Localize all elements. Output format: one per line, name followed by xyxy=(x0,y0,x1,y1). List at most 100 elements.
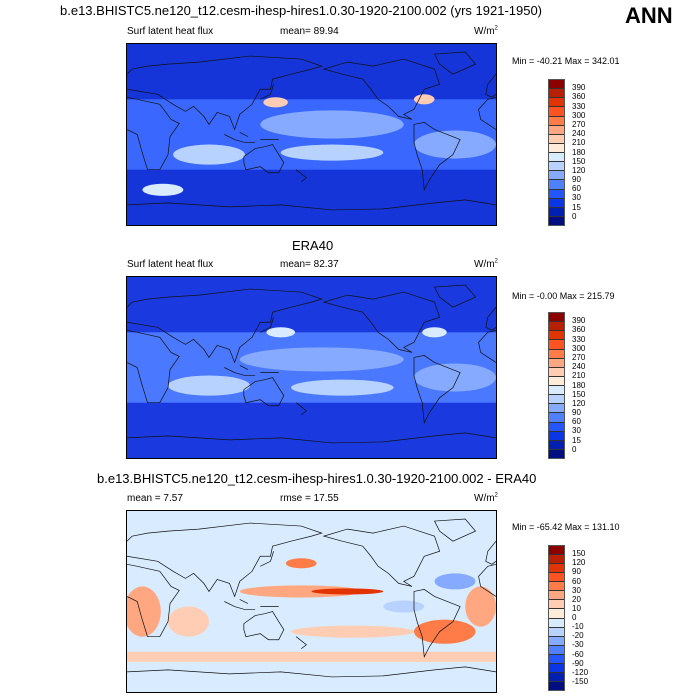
colorbar-box xyxy=(549,645,564,655)
colorbar-box xyxy=(549,591,564,601)
colorbar-label: 240 xyxy=(572,362,586,372)
colorbar-label: 330 xyxy=(572,334,586,344)
colorbar-box xyxy=(549,600,564,610)
colorbar-label: -120 xyxy=(572,667,589,677)
units-exponent: 2 xyxy=(494,492,498,499)
colorbar-label: 150 xyxy=(572,156,586,166)
units-exponent: 2 xyxy=(494,25,498,32)
colorbar-box xyxy=(549,89,564,99)
units-text: W/m xyxy=(474,493,495,504)
colorbar-label: 0 xyxy=(572,211,577,221)
colorbar-label: 270 xyxy=(572,119,586,129)
panel1-mean: mean= 89.94 xyxy=(280,26,339,37)
colorbar-label: 120 xyxy=(572,165,586,175)
colorbar-box xyxy=(549,440,564,450)
colorbar-label: 60 xyxy=(572,184,581,194)
colorbar-box xyxy=(549,636,564,646)
colorbar-box xyxy=(549,413,564,423)
colorbar-box xyxy=(549,386,564,396)
colorbar-box xyxy=(549,672,564,682)
colorbar-label: 150 xyxy=(572,549,586,559)
colorbar-label: 90 xyxy=(572,175,581,185)
colorbar-label: 210 xyxy=(572,371,586,381)
panel2-units: W/m2 xyxy=(474,259,498,271)
colorbar-box xyxy=(549,376,564,386)
colorbar-label: 300 xyxy=(572,343,586,353)
panel3-map xyxy=(126,510,497,693)
colorbar-box xyxy=(549,125,564,135)
colorbar-box xyxy=(549,422,564,432)
colorbar-label: 60 xyxy=(572,576,581,586)
colorbar-label: 330 xyxy=(572,101,586,111)
colorbar-box xyxy=(549,618,564,628)
units-text: W/m xyxy=(474,259,495,270)
colorbar-box xyxy=(549,431,564,441)
colorbar-box xyxy=(549,564,564,574)
colorbar-label: 120 xyxy=(572,398,586,408)
colorbar-box xyxy=(549,207,564,217)
colorbar-box xyxy=(549,162,564,172)
units-exponent: 2 xyxy=(494,258,498,265)
colorbar-box xyxy=(549,143,564,153)
panel3-units: W/m2 xyxy=(474,493,498,505)
panel3-minmax: Min = -65.42 Max = 131.10 xyxy=(512,522,620,532)
main-title: b.e13.BHISTC5.ne120_t12.cesm-ihesp-hires… xyxy=(60,3,543,18)
colorbar-label: 150 xyxy=(572,389,586,399)
colorbar-box xyxy=(549,681,564,690)
colorbar-box xyxy=(549,331,564,341)
panel1-units: W/m2 xyxy=(474,26,498,38)
colorbar-box xyxy=(549,98,564,108)
panel1-colorbar xyxy=(548,79,565,226)
colorbar-label: 360 xyxy=(572,325,586,335)
panel2-variable: Surf latent heat flux xyxy=(127,259,214,270)
panel3-colorbar xyxy=(548,545,565,691)
colorbar-box xyxy=(549,198,564,208)
colorbar-box xyxy=(549,654,564,664)
colorbar-box xyxy=(549,349,564,359)
panel2-title: ERA40 xyxy=(292,238,334,253)
colorbar-box xyxy=(549,153,564,163)
colorbar-label: 360 xyxy=(572,92,586,102)
panel2-map xyxy=(126,276,497,459)
units-text: W/m xyxy=(474,26,495,37)
colorbar-label: 30 xyxy=(572,193,581,203)
colorbar-label: 270 xyxy=(572,352,586,362)
colorbar-label: 390 xyxy=(572,83,586,93)
colorbar-label: 300 xyxy=(572,110,586,120)
colorbar-box xyxy=(549,404,564,414)
panel3-title: b.e13.BHISTC5.ne120_t12.cesm-ihesp-hires… xyxy=(97,471,537,486)
colorbar-box xyxy=(549,189,564,199)
colorbar-box xyxy=(549,449,564,458)
colorbar-box xyxy=(549,627,564,637)
colorbar-label: 0 xyxy=(572,444,577,454)
colorbar-box xyxy=(549,546,564,556)
colorbar-label: 60 xyxy=(572,417,581,427)
colorbar-label: -150 xyxy=(572,676,589,686)
colorbar-box xyxy=(549,171,564,181)
colorbar-box xyxy=(549,555,564,565)
colorbar-box xyxy=(549,80,564,90)
panel2-colorbar xyxy=(548,312,565,459)
colorbar-label: 90 xyxy=(572,408,581,418)
colorbar-label: 15 xyxy=(572,435,581,445)
colorbar-box xyxy=(549,582,564,592)
colorbar-label: -10 xyxy=(572,622,584,632)
colorbar-box xyxy=(549,663,564,673)
colorbar-box xyxy=(549,313,564,323)
colorbar-box xyxy=(549,116,564,126)
colorbar-box xyxy=(549,358,564,368)
colorbar-label: 30 xyxy=(572,585,581,595)
panel1-minmax: Min = -40.21 Max = 342.01 xyxy=(512,56,620,66)
panel2-mean: mean= 82.37 xyxy=(280,259,339,270)
colorbar-box xyxy=(549,340,564,350)
colorbar-label: 10 xyxy=(572,603,581,613)
colorbar-label: 210 xyxy=(572,138,586,148)
panel1-variable: Surf latent heat flux xyxy=(127,26,214,37)
colorbar-label: -30 xyxy=(572,640,584,650)
colorbar-label: 120 xyxy=(572,558,586,568)
colorbar-label: 20 xyxy=(572,594,581,604)
colorbar-label: 15 xyxy=(572,202,581,212)
colorbar-box xyxy=(549,107,564,117)
colorbar-box xyxy=(549,322,564,332)
colorbar-box xyxy=(549,573,564,583)
